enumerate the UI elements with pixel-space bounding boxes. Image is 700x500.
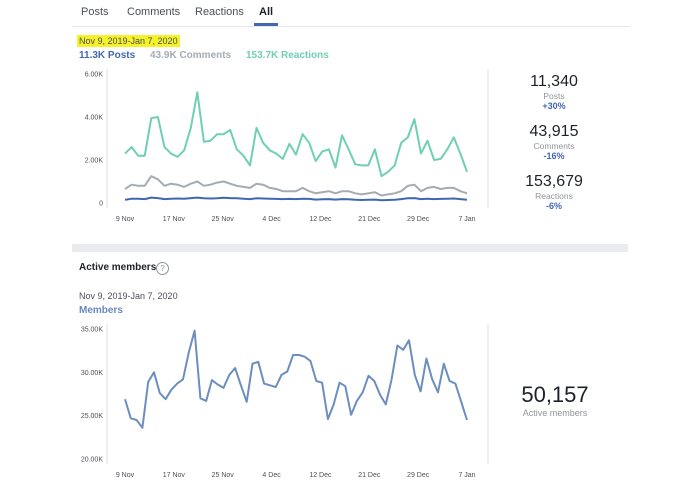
stat-reactions-change: -6% xyxy=(545,201,562,211)
active-members-label: Active members xyxy=(522,408,588,418)
metric-tab-comments[interactable]: 43.9K Comments xyxy=(150,50,232,61)
y-tick-label: 4.00K xyxy=(85,115,104,122)
tab-all[interactable]: All xyxy=(259,6,274,18)
x-tick-label: 29 Dec xyxy=(407,472,430,479)
tab-reactions[interactable]: Reactions xyxy=(195,6,244,18)
stat-comments-value: 43,915 xyxy=(529,123,579,140)
y-tick-label: 2.00K xyxy=(85,158,104,165)
series-line-members xyxy=(124,329,468,429)
y-tick-label: 0 xyxy=(99,201,103,208)
y-tick-label: 25.00K xyxy=(81,413,104,420)
members-date-range: Nov 9, 2019-Jan 7, 2020 xyxy=(79,291,178,301)
stat-posts-label: Posts xyxy=(543,91,565,101)
active-members-value: 50,157 xyxy=(521,382,589,407)
y-tick-label: 35.00K xyxy=(81,327,104,334)
section-divider xyxy=(72,244,628,252)
y-tick-label: 6.00K xyxy=(85,72,104,79)
activity-date-range: Nov 9, 2019-Jan 7, 2020 xyxy=(77,35,180,47)
x-tick-label: 12 Dec xyxy=(309,216,332,223)
help-icon[interactable]: ? xyxy=(156,262,169,275)
x-tick-label: 12 Dec xyxy=(309,472,332,479)
x-tick-label: 7 Jan xyxy=(458,216,475,223)
x-tick-label: 7 Jan xyxy=(458,472,475,479)
series-line-reactions xyxy=(124,91,468,178)
stat-reactions: 153,679 Reactions -6% xyxy=(484,173,624,212)
y-tick-label: 30.00K xyxy=(81,370,104,377)
tab-active-indicator xyxy=(254,23,278,26)
x-tick-label: 21 Dec xyxy=(358,216,381,223)
x-tick-label: 29 Dec xyxy=(407,216,430,223)
x-tick-label: 21 Dec xyxy=(358,472,381,479)
x-tick-label: 17 Nov xyxy=(163,472,186,479)
x-tick-label: 9 Nov xyxy=(116,472,135,479)
stat-comments-change: -16% xyxy=(543,151,565,161)
members-series-label[interactable]: Members xyxy=(79,305,123,316)
tab-posts[interactable]: Posts xyxy=(81,6,109,18)
active-members-stat: 50,157 Active members xyxy=(505,382,605,418)
y-tick-label: 20.00K xyxy=(81,457,104,464)
metric-tab-reactions[interactable]: 153.7K Reactions xyxy=(246,50,329,61)
stat-posts-value: 11,340 xyxy=(530,73,578,90)
stat-reactions-value: 153,679 xyxy=(525,173,583,190)
metric-tab-posts[interactable]: 11.3K Posts xyxy=(79,50,136,61)
series-line-posts xyxy=(124,196,468,202)
x-tick-label: 25 Nov xyxy=(212,216,235,223)
series-line-comments xyxy=(124,175,468,197)
stat-posts: 11,340 Posts +30% xyxy=(484,73,624,112)
stat-posts-change: +30% xyxy=(542,101,566,111)
x-tick-label: 25 Nov xyxy=(212,472,235,479)
stat-reactions-label: Reactions xyxy=(535,191,573,201)
active-members-title: Active members xyxy=(79,262,157,273)
x-tick-label: 17 Nov xyxy=(163,216,186,223)
x-tick-label: 4 Dec xyxy=(262,216,281,223)
x-tick-label: 9 Nov xyxy=(116,216,135,223)
x-tick-label: 4 Dec xyxy=(262,472,281,479)
tab-bar: Posts Comments Reactions All xyxy=(72,0,630,27)
tab-comments[interactable]: Comments xyxy=(127,6,181,18)
stat-comments: 43,915 Comments -16% xyxy=(484,123,624,162)
stat-comments-label: Comments xyxy=(533,141,575,151)
